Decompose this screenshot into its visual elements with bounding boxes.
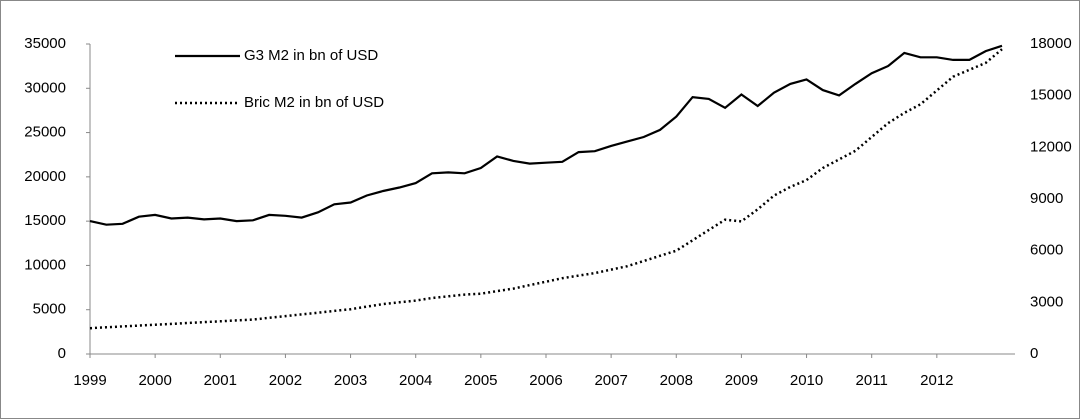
x-tick-label: 2009 bbox=[725, 372, 758, 389]
y2-tick-label: 12000 bbox=[1030, 138, 1072, 155]
x-tick-label: 2004 bbox=[399, 372, 432, 389]
y2-tick-label: 3000 bbox=[1030, 293, 1063, 310]
y-tick-label: 25000 bbox=[24, 124, 66, 141]
y2-tick-label: 0 bbox=[1030, 345, 1038, 362]
y-tick-label: 0 bbox=[58, 345, 66, 362]
y-tick-label: 20000 bbox=[24, 168, 66, 185]
y-tick-label: 10000 bbox=[24, 256, 66, 273]
y2-tick-label: 15000 bbox=[1030, 87, 1072, 104]
x-tick-label: 2002 bbox=[269, 372, 302, 389]
y-tick-label: 30000 bbox=[24, 79, 66, 96]
legend-label: G3 M2 in bn of USD bbox=[244, 47, 378, 64]
x-tick-label: 2006 bbox=[529, 372, 562, 389]
x-tick-label: 2012 bbox=[920, 372, 953, 389]
x-tick-label: 2000 bbox=[138, 372, 171, 389]
legend-label: Bric M2 in bn of USD bbox=[244, 94, 384, 111]
y-tick-label: 35000 bbox=[24, 35, 66, 52]
y-tick-label: 15000 bbox=[24, 212, 66, 229]
series-line bbox=[89, 44, 1003, 226]
y2-tick-label: 9000 bbox=[1030, 190, 1063, 207]
y2-tick-label: 6000 bbox=[1030, 242, 1063, 259]
x-tick-label: 2010 bbox=[790, 372, 823, 389]
x-tick-label: 1999 bbox=[73, 372, 106, 389]
x-tick-label: 2001 bbox=[204, 372, 237, 389]
x-tick-label: 2005 bbox=[464, 372, 497, 389]
x-tick-label: 2003 bbox=[334, 372, 367, 389]
x-tick-label: 2007 bbox=[594, 372, 627, 389]
x-tick-label: 2008 bbox=[660, 372, 693, 389]
x-tick-label: 2011 bbox=[856, 372, 888, 389]
y-tick-label: 5000 bbox=[33, 301, 66, 318]
series-line bbox=[89, 48, 1003, 330]
y2-tick-label: 18000 bbox=[1030, 35, 1072, 52]
